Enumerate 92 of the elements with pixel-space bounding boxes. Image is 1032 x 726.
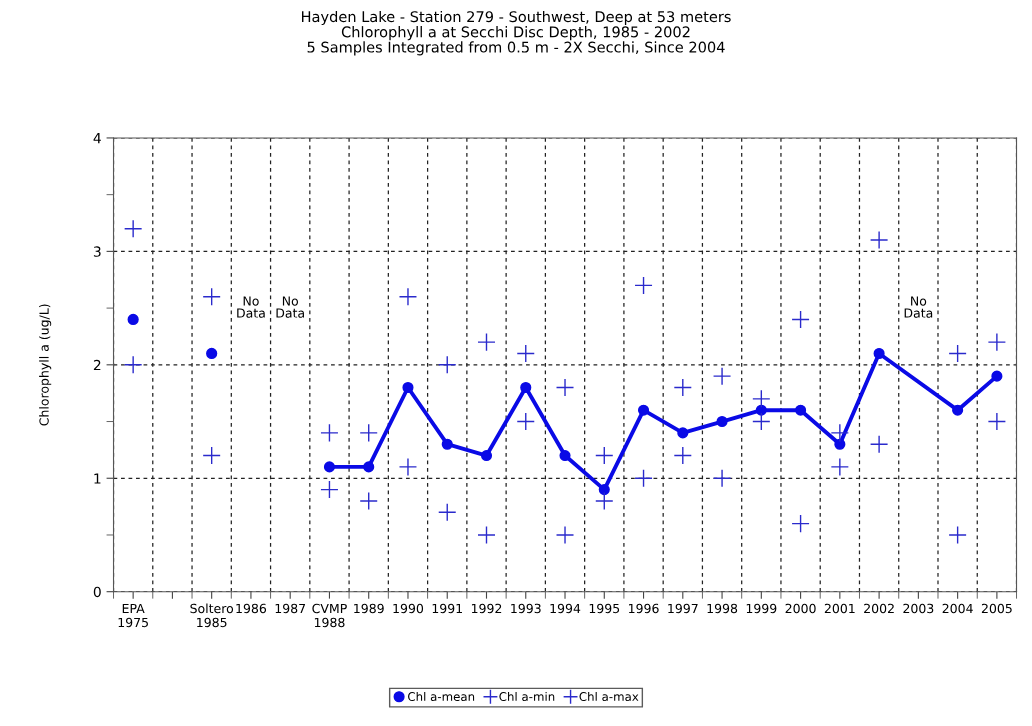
point (123, 219, 143, 238)
point (791, 514, 810, 533)
point (555, 525, 575, 545)
point (363, 461, 375, 473)
point (830, 457, 850, 477)
point (869, 230, 889, 250)
point (477, 332, 496, 352)
point (202, 446, 221, 465)
point (480, 450, 493, 462)
point (123, 355, 143, 375)
y-tick-label: 3 (93, 246, 101, 257)
point (402, 381, 414, 394)
point (869, 435, 889, 454)
point (206, 347, 218, 360)
x-tick-label: 1999 (746, 603, 777, 614)
point (441, 438, 453, 450)
point (520, 381, 532, 394)
point (202, 287, 221, 306)
point (438, 503, 457, 522)
x-tick-label: 1992 (471, 603, 502, 614)
point (127, 313, 139, 326)
legend-label: Chl a-max (579, 691, 639, 702)
y-tick-label: 0 (93, 586, 101, 598)
point (873, 347, 885, 360)
point (634, 276, 653, 295)
x-tick-label: 1993 (511, 603, 541, 614)
point (712, 366, 732, 386)
point (755, 404, 767, 416)
point (752, 412, 771, 431)
x-tick-label: 1990 (393, 603, 424, 614)
x-tick-label: 2001 (824, 603, 855, 614)
point (716, 415, 728, 428)
point (398, 457, 418, 477)
point (559, 450, 571, 462)
point (320, 480, 339, 499)
point (948, 344, 967, 363)
annotation: No Data (276, 296, 304, 318)
point (595, 446, 614, 465)
annotation: No Data (237, 296, 265, 318)
x-tick-label: 2004 (942, 603, 973, 614)
x-tick-label: 1994 (550, 603, 581, 614)
point (516, 412, 535, 431)
point (359, 491, 378, 511)
legend-label: Chl a-min (499, 691, 555, 702)
point (712, 469, 732, 488)
x-tick-label: 1997 (668, 603, 698, 614)
point (555, 378, 575, 397)
point (987, 332, 1007, 352)
x-tick-label: 1998 (707, 603, 738, 614)
point (834, 438, 846, 450)
point (438, 355, 457, 375)
point (677, 427, 689, 439)
x-tick-label: 2003 (903, 603, 934, 614)
y-tick-label: 1 (94, 473, 101, 484)
legend-label: Chl a-mean (408, 691, 475, 702)
x-tick-label: 1991 (432, 603, 462, 614)
point (398, 287, 418, 306)
point (673, 446, 693, 465)
x-tick-label: 1996 (629, 603, 659, 614)
annotation: No Data (904, 296, 933, 318)
point (673, 378, 693, 397)
x-tick-label: 1987 (275, 603, 306, 614)
x-tick-label: Soltero 1985 (190, 603, 234, 628)
point (359, 423, 378, 443)
x-tick-label: 1989 (354, 603, 384, 614)
point (948, 525, 967, 545)
point (795, 404, 807, 416)
y-tick-label: 4 (93, 133, 101, 144)
point (791, 310, 810, 329)
point (634, 469, 653, 488)
point (323, 461, 336, 473)
x-tick-label: CVMP 1988 (312, 603, 347, 628)
y-axis-title: Chlorophyll a (ug/L) (39, 304, 52, 426)
point (752, 389, 771, 409)
x-tick-label: EPA 1975 (118, 603, 148, 628)
point (598, 484, 610, 496)
x-tick-label: 1986 (236, 603, 267, 614)
point (830, 423, 850, 443)
x-tick-label: 2002 (864, 603, 894, 614)
x-tick-label: 2005 (981, 603, 1012, 614)
y-tick-label: 2 (93, 359, 101, 371)
point (637, 404, 650, 416)
chart-title: Hayden Lake - Station 279 - Southwest, Deep at 53 meters Chlorophyll a at Secchi Disc Depth, 1985 - 2002 5 Samples Integrated from 0.5 m - 2X Secchi, Since 2004 (302, 10, 731, 56)
point (991, 370, 1003, 382)
x-tick-label: 2000 (785, 603, 816, 614)
point (595, 491, 614, 511)
point (952, 404, 964, 416)
point (987, 412, 1007, 431)
point (477, 525, 496, 545)
point (516, 344, 535, 363)
x-tick-label: 1995 (589, 603, 620, 614)
point (320, 423, 339, 443)
